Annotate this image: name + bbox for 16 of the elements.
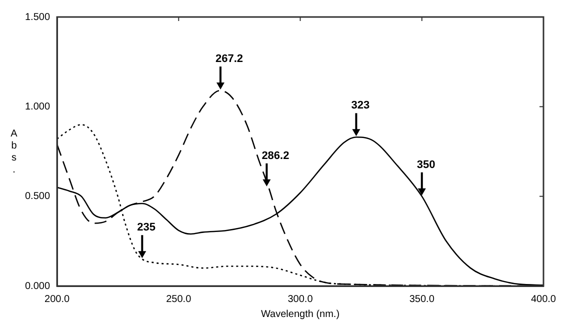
x-tick-label: 300.0 bbox=[288, 294, 314, 305]
x-tick-label: 200.0 bbox=[44, 294, 70, 305]
y-tick-label: 1.500 bbox=[24, 12, 50, 23]
y-tick-label: 1.000 bbox=[24, 101, 50, 112]
x-tick-label: 350.0 bbox=[409, 294, 435, 305]
annotation: 323 bbox=[351, 100, 370, 112]
x-tick-label: 250.0 bbox=[166, 294, 192, 305]
y-axis-title: Abs. bbox=[10, 128, 18, 176]
annotation: 235 bbox=[137, 222, 156, 234]
annotation: 350 bbox=[416, 158, 436, 171]
y-tick-label: 0.000 bbox=[24, 280, 50, 292]
annotation: 267.2 bbox=[215, 53, 244, 66]
annotation: 286.2 bbox=[262, 150, 290, 162]
x-axis-title: Wavelength (nm.) bbox=[260, 308, 340, 320]
x-tick-label: 400.0 bbox=[530, 294, 556, 305]
y-tick-label: 0.500 bbox=[24, 191, 50, 202]
